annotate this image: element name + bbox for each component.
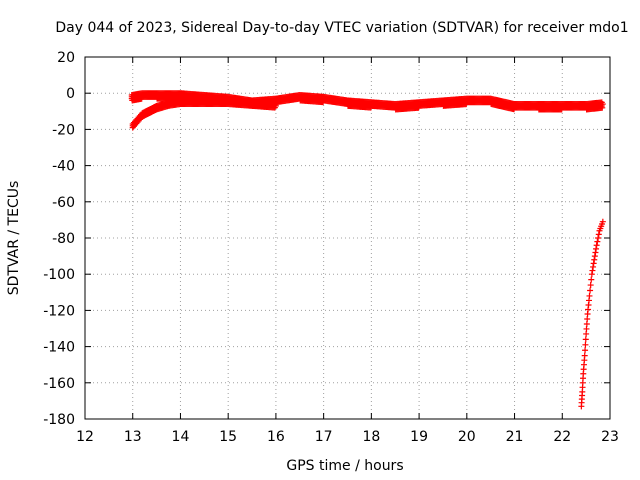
data-points <box>128 90 606 410</box>
y-tick-label: -180 <box>43 412 75 428</box>
grid-lines <box>85 57 610 419</box>
x-tick-label: 16 <box>267 429 285 445</box>
chart-title: Day 044 of 2023, Sidereal Day-to-day VTE… <box>55 20 628 36</box>
x-tick-label: 22 <box>553 429 571 445</box>
x-axis-label: GPS time / hours <box>286 458 403 474</box>
x-tick-label: 21 <box>506 429 524 445</box>
x-tick-label: 13 <box>124 429 142 445</box>
data-point-plus <box>588 276 595 283</box>
x-tick-label: 14 <box>172 429 190 445</box>
axis-ticks: 12 13 14 15 16 17 18 19 20 21 22 23 20 0 -20 -40 -60 -80 -… <box>43 50 619 445</box>
y-axis-label: SDTVAR / TECUs <box>6 181 22 296</box>
x-tick-label: 19 <box>410 429 428 445</box>
x-tick-label: 17 <box>315 429 333 445</box>
data-point-plus <box>272 102 279 109</box>
y-tick-label: -140 <box>43 340 75 356</box>
x-tick-label: 18 <box>362 429 380 445</box>
y-tick-label: -100 <box>43 267 75 283</box>
x-tick-label: 20 <box>458 429 476 445</box>
data-point-plus <box>593 242 600 249</box>
x-tick-label: 15 <box>219 429 237 445</box>
data-point-plus <box>595 231 602 238</box>
y-tick-label: -60 <box>52 195 75 211</box>
y-tick-label: -80 <box>52 231 75 247</box>
data-point-plus <box>599 101 606 108</box>
y-tick-label: -40 <box>52 159 75 175</box>
plot-frame <box>84 56 611 420</box>
data-point-plus <box>582 336 589 343</box>
data-point-plus <box>586 292 593 299</box>
data-point-plus <box>582 347 589 354</box>
y-tick-label: 0 <box>66 86 75 102</box>
data-point-plus <box>581 352 588 359</box>
data-point-plus <box>587 282 594 289</box>
data-point-plus <box>599 218 606 225</box>
y-tick-label: -160 <box>43 376 75 392</box>
x-tick-label: 23 <box>601 429 619 445</box>
y-tick-label: 20 <box>57 50 75 66</box>
data-point-plus <box>587 287 594 294</box>
data-point-plus <box>595 235 602 241</box>
y-tick-label: -20 <box>52 122 75 138</box>
data-point-plus <box>582 341 589 348</box>
y-tick-label: -120 <box>43 303 75 319</box>
x-tick-label: 12 <box>76 429 94 445</box>
data-point-plus <box>594 238 601 245</box>
